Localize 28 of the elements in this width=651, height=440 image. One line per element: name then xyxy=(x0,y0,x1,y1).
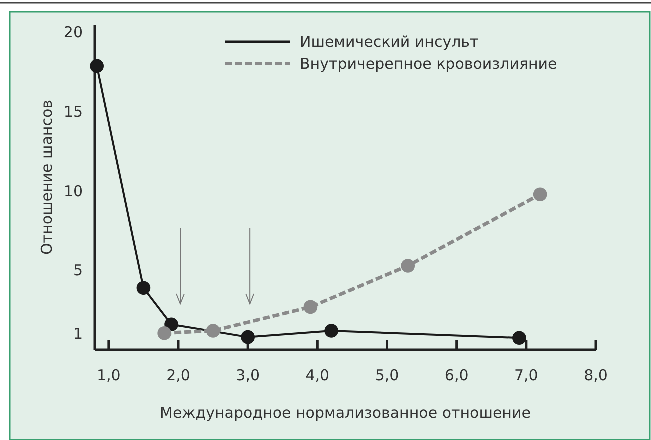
y-tick-label: 5 xyxy=(73,262,83,280)
point xyxy=(324,324,338,338)
point xyxy=(533,188,548,202)
point xyxy=(304,300,318,314)
x-tick-label: 4,0 xyxy=(306,366,330,385)
y-tick-label: 10 xyxy=(64,182,83,200)
y-tick-label: 1 xyxy=(73,324,83,343)
point xyxy=(158,326,172,340)
y-tick-label: 20 xyxy=(64,24,83,42)
point xyxy=(401,259,416,273)
x-tick-label: 1,0 xyxy=(96,366,121,385)
x-tick-label: 8,0 xyxy=(584,366,608,385)
point xyxy=(512,331,526,346)
x-tick-label: 5,0 xyxy=(375,366,400,385)
point xyxy=(206,324,220,338)
point xyxy=(164,318,178,332)
x-tick-label: 6,0 xyxy=(444,366,469,385)
x-tick-label: 3,0 xyxy=(236,366,260,385)
x-axis-title: Международное нормализованное отношение xyxy=(160,404,531,422)
x-tick-label: 7,0 xyxy=(514,366,538,385)
point xyxy=(136,281,151,296)
point xyxy=(90,59,104,74)
y-axis-title: Отношение шансов xyxy=(38,100,56,256)
legend-label: Ишемический инсульт xyxy=(300,33,480,51)
legend-label: Внутричерепное кровоизлияние xyxy=(300,55,558,73)
y-tick-label: 15 xyxy=(64,102,83,121)
x-tick-label: 2,0 xyxy=(166,366,190,385)
point xyxy=(241,330,255,344)
